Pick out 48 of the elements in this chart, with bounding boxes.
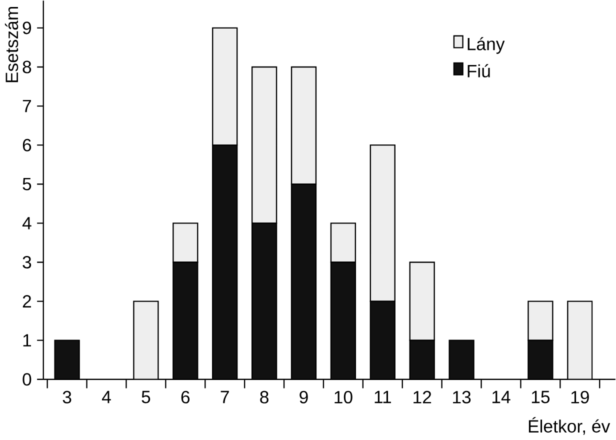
x-tick-label: 5 [142,391,150,404]
y-tick-label: 2 [22,295,31,308]
x-tick-label: 14 [492,391,510,404]
bar [528,300,554,342]
legend-label: Fiú [468,64,490,78]
x-axis-title: Életkor, év [528,417,610,435]
bar [251,66,278,224]
bar [212,28,238,146]
x-tick-label: 9 [300,391,308,404]
bar [567,300,593,380]
bar [409,262,435,342]
y-tick-label: 6 [22,139,32,152]
y-tick-label: 0 [22,373,32,386]
bar [172,222,198,264]
y-tick-label: 7 [22,100,31,112]
y-axis-title: Esetszám [4,7,18,82]
x-tick-label: 15 [532,391,550,404]
x-tick-label: 11 [374,391,391,404]
bar [290,66,317,185]
bar [212,145,238,380]
bar [292,184,316,380]
bar [54,340,80,380]
y-tick-label: 4 [22,217,32,230]
y-tick-label: 9 [22,22,32,34]
x-tick-label: 8 [260,391,268,404]
x-tick-label: 19 [571,391,589,404]
bar [449,340,474,380]
bar [370,301,395,380]
bar [173,262,198,380]
x-tick-label: 7 [220,391,229,404]
y-tick-label: 5 [22,178,32,190]
x-tick-label: 12 [414,391,432,404]
bar [252,223,277,380]
x-tick-label: 13 [453,391,471,404]
x-tick-label: 10 [334,391,352,404]
y-tick-label: 3 [22,256,32,269]
y-tick-label: 1 [23,334,31,347]
y-tick-label: 8 [22,60,32,74]
bar [410,340,434,380]
x-tick-label: 6 [181,391,190,404]
bar [330,222,356,264]
x-tick-label: 3 [62,391,72,404]
bar [528,340,554,380]
bar [134,301,158,380]
bar [330,262,356,380]
legend-label: Lány [468,37,505,54]
x-tick-label: 4 [102,391,111,404]
bar [370,144,396,302]
